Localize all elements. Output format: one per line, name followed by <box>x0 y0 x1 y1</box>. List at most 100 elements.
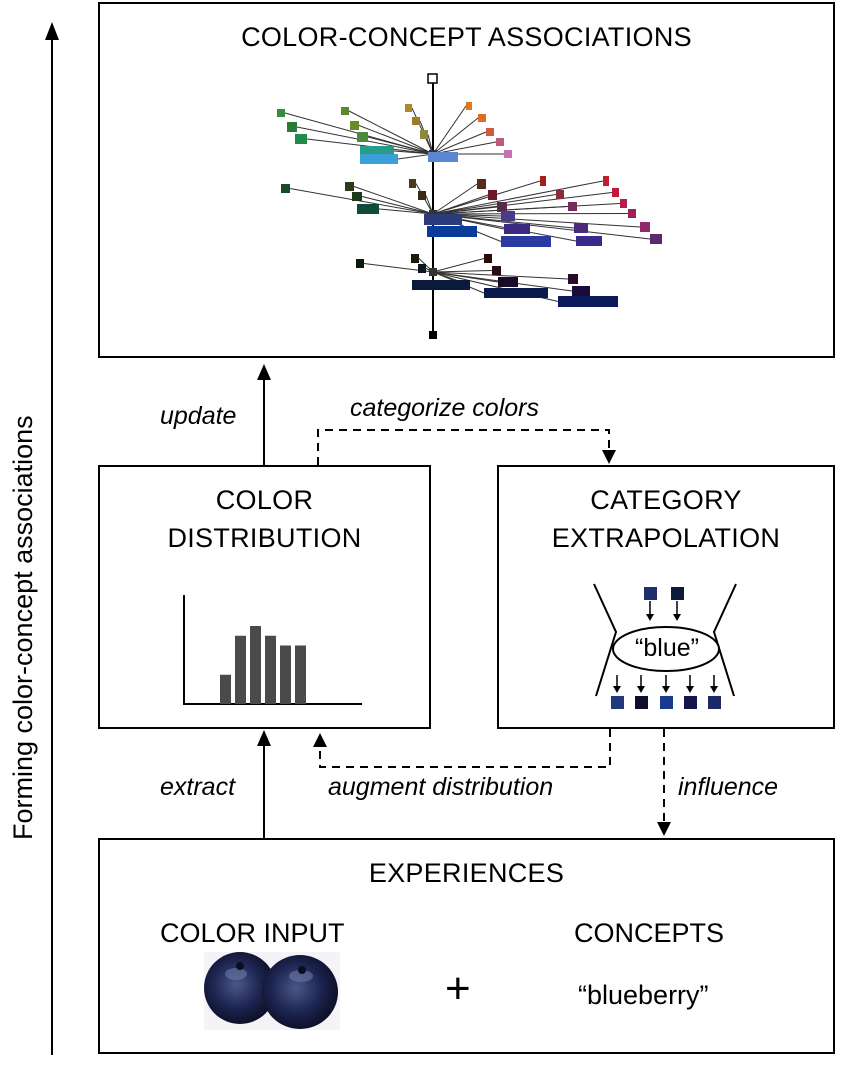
category-swatch-bottom-5 <box>708 696 721 709</box>
update-arrowhead <box>257 364 271 380</box>
association-node <box>341 107 349 115</box>
association-node <box>484 254 492 263</box>
plus-sign: + <box>445 964 471 1013</box>
histogram-bar <box>250 626 261 704</box>
association-hub <box>429 268 437 276</box>
association-node <box>488 190 497 200</box>
association-node <box>277 109 285 117</box>
augment-label: augment distribution <box>328 773 554 801</box>
association-node <box>357 132 368 142</box>
association-node <box>484 288 548 298</box>
association-node <box>420 130 428 139</box>
association-node <box>650 234 662 244</box>
association-node <box>409 179 416 188</box>
association-node <box>360 154 398 164</box>
association-node <box>418 264 426 273</box>
histogram-bar <box>265 635 276 704</box>
association-node <box>568 202 577 211</box>
association-node <box>504 150 512 158</box>
association-node <box>357 204 379 214</box>
side-axis-label: Forming color-concept associations <box>8 415 38 840</box>
association-node <box>411 254 419 263</box>
category-swatch-bottom-1 <box>611 696 624 709</box>
association-node <box>568 274 578 284</box>
association-node <box>576 236 602 246</box>
distribution-title-line1: COLOR <box>215 485 314 515</box>
update-label: update <box>160 402 237 430</box>
association-node <box>603 176 609 186</box>
association-node <box>498 277 518 287</box>
association-node <box>620 199 627 208</box>
association-node <box>497 202 507 212</box>
influence-arrowhead <box>657 822 671 836</box>
association-node <box>360 146 394 156</box>
category-word: “blue” <box>635 634 699 662</box>
association-node <box>501 236 551 247</box>
influence-label: influence <box>678 773 779 801</box>
association-node <box>504 224 530 234</box>
histogram-bar <box>280 645 291 704</box>
association-node <box>412 117 420 125</box>
association-node <box>466 102 472 110</box>
association-node <box>424 214 462 225</box>
association-network <box>277 73 662 339</box>
association-node <box>428 152 458 162</box>
histogram-bar <box>235 635 246 704</box>
concepts-label: CONCEPTS <box>574 918 725 948</box>
association-node <box>295 134 307 144</box>
association-node <box>281 184 290 193</box>
association-node <box>640 222 650 232</box>
histogram-bar <box>220 674 231 704</box>
category-swatch-bottom-3 <box>660 696 673 709</box>
association-node <box>287 122 297 132</box>
association-node <box>427 226 477 237</box>
association-node <box>418 191 426 200</box>
association-node <box>345 182 354 191</box>
association-node <box>478 114 486 122</box>
category-swatch-top-1 <box>644 587 657 600</box>
extract-label: extract <box>160 773 236 801</box>
association-node <box>412 280 470 290</box>
association-node <box>350 121 359 130</box>
associations-title: COLOR-CONCEPT ASSOCIATIONS <box>241 22 692 52</box>
histogram-bar <box>295 645 306 704</box>
association-node <box>486 128 494 136</box>
association-node <box>628 209 636 218</box>
experiences-box: EXPERIENCES COLOR INPUT CONCEPTS + “blue… <box>98 838 835 1054</box>
category-swatch-bottom-2 <box>635 696 648 709</box>
categorize-arrowhead <box>602 450 616 464</box>
associations-box: COLOR-CONCEPT ASSOCIATIONS <box>98 2 835 358</box>
extrapolation-title-line1: CATEGORY <box>590 485 742 515</box>
categorize-label: categorize colors <box>350 394 539 422</box>
extrapolation-box: CATEGORY EXTRAPOLATION <box>497 465 835 729</box>
association-node <box>496 138 504 146</box>
association-node <box>352 192 362 201</box>
association-node <box>501 211 515 221</box>
extract-arrowhead <box>257 730 271 746</box>
association-node <box>492 266 501 275</box>
association-node <box>540 176 546 186</box>
blueberries-image <box>204 952 340 1030</box>
association-node <box>405 104 412 112</box>
association-node <box>574 223 588 233</box>
association-node <box>477 179 486 189</box>
augment-arrowhead <box>313 733 327 747</box>
association-node <box>556 190 564 199</box>
association-node <box>356 259 364 268</box>
progress-axis-arrowhead <box>45 22 59 40</box>
category-swatch-top-2 <box>671 587 684 600</box>
association-node <box>572 286 590 296</box>
distribution-box: COLOR DISTRIBUTION <box>98 465 431 729</box>
augment-arrow <box>319 729 611 768</box>
color-input-label: COLOR INPUT <box>160 918 345 948</box>
categorize-arrow <box>317 429 610 465</box>
concept-word: “blueberry” <box>578 980 709 1010</box>
extrapolation-figure <box>593 583 737 709</box>
distribution-title-line2: DISTRIBUTION <box>167 523 362 553</box>
experiences-title: EXPERIENCES <box>368 858 565 888</box>
association-node <box>612 188 619 197</box>
category-swatch-bottom-4 <box>684 696 697 709</box>
association-node <box>558 296 618 307</box>
histogram <box>183 595 362 705</box>
